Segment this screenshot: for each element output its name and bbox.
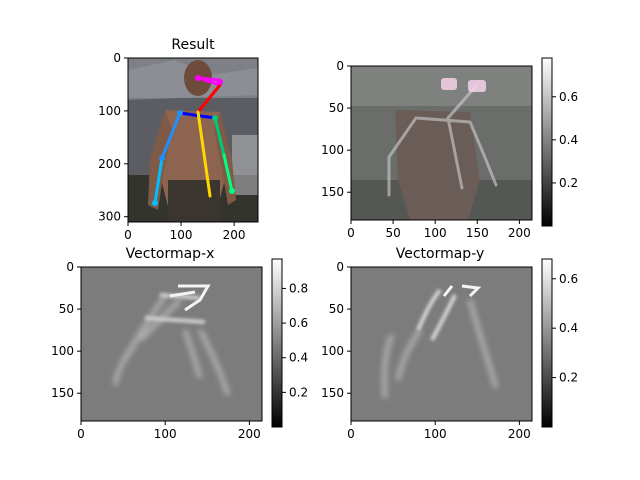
y-tick-label: 50 bbox=[329, 302, 344, 316]
colorbar-tick-label: 0.6 bbox=[559, 272, 578, 286]
x-tick-label: 200 bbox=[508, 226, 531, 240]
colorbar-tick-label: 0.6 bbox=[289, 316, 308, 330]
x-tick-label: 100 bbox=[154, 427, 177, 441]
result-panel: Result 0 100 200 0 100 200 300 bbox=[98, 37, 259, 242]
colorbar-tick-label: 0.8 bbox=[289, 281, 308, 295]
x-tick-label: 100 bbox=[424, 427, 447, 441]
colorbar-1 bbox=[541, 57, 553, 227]
x-tick-label: 50 bbox=[385, 226, 400, 240]
colorbar-2 bbox=[271, 258, 283, 428]
colorbar-tick-label: 0.6 bbox=[559, 90, 578, 104]
y-tick-label: 150 bbox=[321, 386, 344, 400]
y-tick-label: 150 bbox=[51, 386, 74, 400]
result-image bbox=[128, 58, 258, 222]
y-tick-label: 150 bbox=[321, 185, 344, 199]
y-tick-label: 50 bbox=[59, 302, 74, 316]
y-tick-label: 100 bbox=[51, 344, 74, 358]
x-tick-label: 150 bbox=[466, 226, 489, 240]
overlay-panel: 0 50 100 150 200 0 50 100 150 0.2 0.4 0.6 bbox=[321, 57, 578, 240]
x-tick-label: 200 bbox=[508, 427, 531, 441]
vectormap-y-panel: Vectormap-y 0 100 200 0 50 100 150 0.2 0.4 0.6 bbox=[321, 246, 578, 441]
y-tick-label: 0 bbox=[336, 59, 344, 73]
result-title: Result bbox=[171, 37, 215, 53]
y-tick-label: 0 bbox=[113, 51, 121, 65]
y-tick-label: 300 bbox=[98, 210, 121, 224]
x-tick-label: 200 bbox=[238, 427, 261, 441]
x-tick-label: 100 bbox=[170, 228, 193, 242]
y-tick-label: 50 bbox=[329, 101, 344, 115]
vectormap-x-image bbox=[81, 267, 262, 421]
x-tick-label: 200 bbox=[223, 228, 246, 242]
y-tick-label: 200 bbox=[98, 157, 121, 171]
colorbar-tick-label: 0.4 bbox=[559, 133, 578, 147]
colorbar-tick-label: 0.2 bbox=[559, 176, 578, 190]
x-tick-label: 0 bbox=[124, 228, 132, 242]
x-tick-label: 100 bbox=[424, 226, 447, 240]
vectormap-x-title: Vectormap-x bbox=[126, 246, 215, 262]
colorbar-tick-label: 0.2 bbox=[559, 371, 578, 385]
x-tick-label: 0 bbox=[347, 427, 355, 441]
y-tick-label: 0 bbox=[66, 260, 74, 274]
colorbar-tick-label: 0.2 bbox=[289, 385, 308, 399]
colorbar-tick-label: 0.4 bbox=[289, 351, 308, 365]
y-tick-label: 100 bbox=[321, 344, 344, 358]
vectormap-y-image bbox=[351, 267, 532, 421]
colorbar-tick-label: 0.4 bbox=[559, 321, 578, 335]
overlay-image bbox=[351, 66, 532, 220]
x-tick-label: 0 bbox=[77, 427, 85, 441]
vectormap-y-title: Vectormap-y bbox=[396, 246, 485, 262]
colorbar-3 bbox=[541, 258, 553, 428]
vectormap-x-panel: Vectormap-x 0 100 200 0 50 100 150 0.2 0.4 0.6 0.… bbox=[51, 246, 308, 441]
x-tick-label: 0 bbox=[347, 226, 355, 240]
y-tick-label: 100 bbox=[321, 143, 344, 157]
y-tick-label: 0 bbox=[336, 260, 344, 274]
y-tick-label: 100 bbox=[98, 104, 121, 118]
